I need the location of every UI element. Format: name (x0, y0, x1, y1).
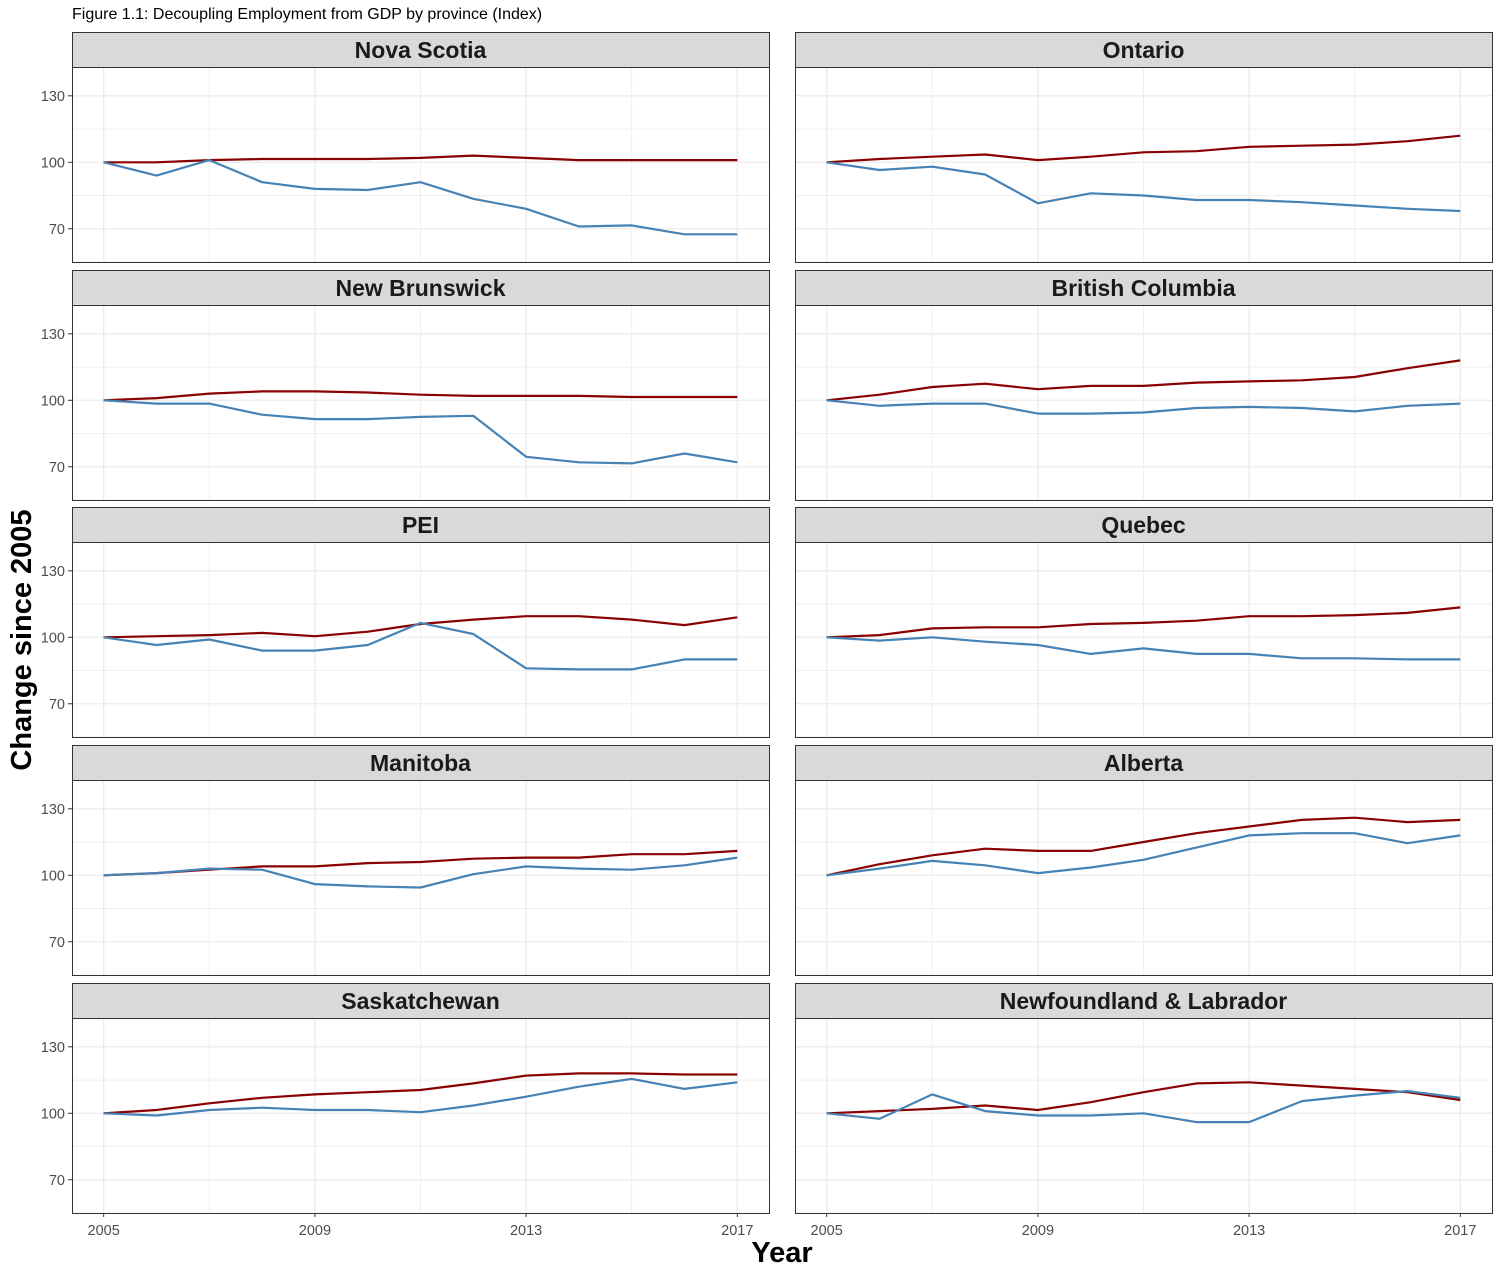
facet-panel: Nova Scotia 70 100 130 (41, 32, 770, 263)
y-tick-label: 100 (41, 155, 65, 171)
facet-panel: British Columbia (795, 270, 1493, 501)
employment-series-line (826, 399, 1461, 415)
panel-background (795, 305, 1493, 501)
x-tick-label: 2017 (1444, 1223, 1476, 1239)
gdp-series-line (103, 1072, 738, 1115)
panel-border (795, 67, 1493, 263)
y-tick-label: 70 (49, 697, 65, 713)
panel-background (795, 67, 1493, 263)
panel-background (795, 1018, 1493, 1214)
x-tick-label: 2009 (1022, 1223, 1054, 1239)
facet-panel: Newfoundland & Labrador 2005 2009 2013 2017 (795, 983, 1493, 1239)
strip-background (72, 983, 770, 1019)
panel-border (72, 542, 770, 738)
y-tick-label: 100 (41, 1106, 65, 1122)
gdp-series-line (103, 390, 738, 402)
facet-panel: Saskatchewan 70 100 130 2005 2009 2013 2017 (41, 983, 770, 1239)
strip-label: Nova Scotia (355, 37, 487, 63)
strip-background (72, 507, 770, 543)
gdp-series-line (826, 359, 1461, 402)
x-tick-label: 2017 (721, 1223, 753, 1239)
y-tick-label: 130 (41, 802, 65, 818)
panel-background (795, 780, 1493, 976)
gdp-series-line (826, 606, 1461, 639)
x-tick-label: 2009 (299, 1223, 331, 1239)
employment-series-line (103, 621, 738, 671)
panel-background (795, 542, 1493, 738)
panel-border (795, 542, 1493, 738)
facet-panel: Alberta (795, 745, 1493, 976)
strip-label: Newfoundland & Labrador (1000, 988, 1288, 1014)
employment-series-line (103, 399, 738, 465)
x-axis-title: Year (751, 1237, 812, 1269)
strip-label: Saskatchewan (341, 988, 500, 1014)
panel-border (72, 67, 770, 263)
employment-series-line (103, 856, 738, 889)
strip-label: Alberta (1104, 750, 1183, 776)
strip-background (795, 32, 1493, 68)
y-tick-label: 70 (49, 222, 65, 238)
y-tick-label: 130 (41, 89, 65, 105)
y-tick-label: 100 (41, 868, 65, 884)
employment-series-line (826, 1089, 1461, 1124)
facet-panel: PEI 70 100 130 (41, 507, 770, 738)
y-tick-label: 70 (49, 460, 65, 476)
y-tick-label: 130 (41, 564, 65, 580)
y-axis-title: Change since 2005 (6, 509, 38, 770)
strip-label: Manitoba (370, 750, 471, 776)
y-tick-label: 130 (41, 327, 65, 343)
strip-label: Ontario (1103, 37, 1185, 63)
gdp-series-line (826, 1081, 1461, 1115)
panel-background (72, 780, 770, 976)
y-tick-label: 130 (41, 1040, 65, 1056)
facet-panel: Quebec (795, 507, 1493, 738)
panel-border (795, 305, 1493, 501)
y-tick-label: 70 (49, 935, 65, 951)
facet-panel: Ontario (795, 32, 1493, 263)
x-tick-label: 2005 (811, 1223, 843, 1239)
facet-panel: Manitoba 70 100 130 (41, 745, 770, 976)
strip-background (795, 507, 1493, 543)
gdp-series-line (826, 134, 1461, 164)
strip-background (72, 270, 770, 306)
panel-background (72, 542, 770, 738)
employment-series-line (826, 832, 1461, 877)
employment-series-line (826, 636, 1461, 661)
panel-border (72, 780, 770, 976)
strip-background (72, 32, 770, 68)
strip-label: New Brunswick (336, 275, 506, 301)
y-tick-label: 70 (49, 1173, 65, 1189)
x-tick-label: 2005 (88, 1223, 120, 1239)
x-tick-label: 2013 (510, 1223, 542, 1239)
panel-background (72, 1018, 770, 1214)
panel-border (795, 780, 1493, 976)
strip-label: PEI (402, 512, 439, 538)
panel-border (72, 1018, 770, 1214)
facet-panel: New Brunswick 70 100 130 (41, 270, 770, 501)
employment-series-line (826, 161, 1461, 213)
strip-background (72, 745, 770, 781)
employment-series-line (103, 159, 738, 236)
figure-title: Figure 1.1: Decoupling Employment from G… (72, 6, 543, 23)
y-tick-label: 100 (41, 630, 65, 646)
panel-border (795, 1018, 1493, 1214)
strip-label: British Columbia (1051, 275, 1235, 301)
gdp-series-line (826, 816, 1461, 877)
y-tick-label: 100 (41, 393, 65, 409)
panel-border (72, 305, 770, 501)
strip-label: Quebec (1101, 512, 1186, 538)
panel-background (72, 67, 770, 263)
employment-series-line (103, 1077, 738, 1117)
x-tick-label: 2013 (1233, 1223, 1265, 1239)
